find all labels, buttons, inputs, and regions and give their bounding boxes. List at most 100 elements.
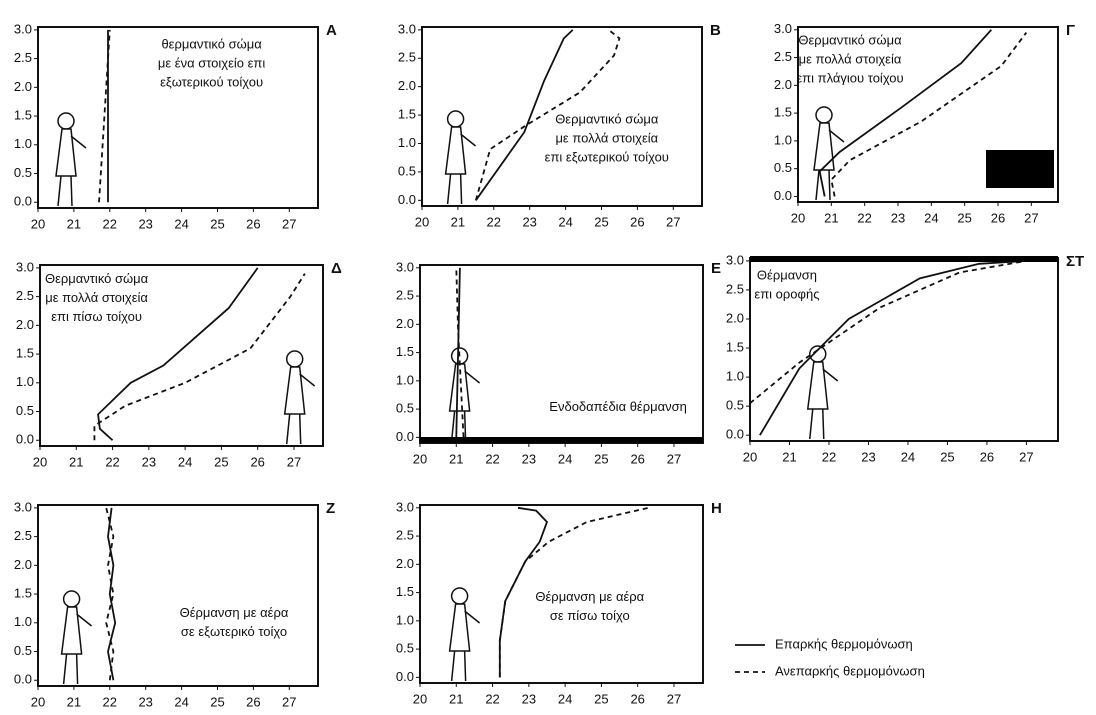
y-tick-label: 0.5 [774,160,792,175]
y-tick-label: 0.0 [396,669,414,684]
panel-label: Α [326,22,337,39]
x-tick-label: 20 [415,214,429,229]
person-head [64,591,80,607]
x-tick-label: 21 [69,454,83,469]
figure: Α 0.0 0.5 1.0 1.5 2.0 2.5 3.0 20 21 22 23 24 25 26 27 θε… [0,0,1096,715]
x-tick-label: 23 [522,214,536,229]
annotation: θερμαντικό σώμα [161,37,262,52]
x-tick-label: 26 [630,691,644,706]
y-tick-label: 3.0 [396,259,414,274]
x-tick-label: 23 [891,210,905,225]
y-tick-label: 1.0 [726,369,744,384]
x-tick-label: 27 [666,214,680,229]
y-tick-label: 2.0 [774,77,792,92]
y-tick-label: 0.0 [726,427,744,442]
x-tick-label: 27 [1019,449,1033,464]
person-body [450,604,480,681]
y-tick-label: 3.0 [14,21,32,36]
y-tick-label: 2.5 [14,528,32,543]
x-tick-label: 26 [630,214,644,229]
x-tick-label: 24 [558,214,572,229]
panel: Γ0.00.51.01.52.02.53.02021222324252627Θε… [774,21,1075,225]
y-tick-label: 1.5 [14,108,32,123]
x-tick-label: 24 [924,210,938,225]
y-tick-label: 2.5 [726,281,744,296]
annotation: Θερμαντικό σώμα [798,32,902,47]
x-tick-label: 21 [824,210,838,225]
x-tick-label: 22 [103,694,117,709]
x-tick-label: 25 [594,451,608,466]
x-tick-label: 25 [957,210,971,225]
y-tick-label: 2.0 [726,310,744,325]
annotation: Ενδοδαπέδια θέρμανση [549,399,687,414]
y-tick-label: 0.5 [726,398,744,413]
y-tick-label: 0.5 [16,403,34,418]
x-tick-label: 23 [522,691,536,706]
annotation: επι πίσω τοίχου [51,309,142,324]
y-tick-label: 3.0 [398,21,416,36]
x-tick-label: 21 [449,691,463,706]
x-tick-label: 22 [103,216,117,231]
x-tick-label: 26 [980,449,994,464]
x-tick-label: 27 [1024,210,1038,225]
y-tick-label: 2.0 [14,557,32,572]
y-tick-label: 1.5 [774,105,792,120]
person-body [808,362,838,439]
annotation: Θέρμανση με αέρα [180,605,289,620]
y-tick-label: 1.0 [398,135,416,150]
panel-label: Ε [711,260,721,277]
annotation: Θέρμανση [757,268,817,283]
x-tick-label: 21 [449,451,463,466]
y-tick-label: 3.0 [726,252,744,267]
annotation: επι πλάγιου τοίχου [796,70,903,85]
person-head [810,346,826,362]
y-tick-label: 0.0 [14,194,32,209]
x-tick-label: 26 [991,210,1005,225]
x-tick-label: 23 [522,451,536,466]
x-tick-label: 20 [31,694,45,709]
x-tick-label: 23 [142,454,156,469]
y-tick-label: 2.0 [16,317,34,332]
y-tick-label: 2.5 [396,528,414,543]
person-head [58,113,74,129]
x-tick-label: 27 [282,694,296,709]
y-tick-label: 3.0 [16,259,34,274]
y-tick-label: 2.0 [396,556,414,571]
x-tick-label: 20 [31,216,45,231]
y-tick-label: 3.0 [14,499,32,514]
x-tick-label: 20 [791,210,805,225]
annotation: με πολλά στοιχεία [799,51,902,66]
annotation: Θερμαντικό σώμα [555,112,659,127]
panel-label: Η [711,500,722,517]
x-tick-label: 27 [667,451,681,466]
y-tick-label: 2.0 [396,316,414,331]
x-tick-label: 22 [485,691,499,706]
x-tick-label: 26 [246,216,260,231]
y-tick-label: 1.5 [396,584,414,599]
x-tick-label: 24 [174,216,188,231]
y-tick-label: 2.5 [774,49,792,64]
panel-label: Β [710,22,721,39]
x-tick-label: 24 [174,694,188,709]
annotation: σε εξωτερικό τοίχο [181,624,287,639]
x-tick-label: 24 [901,449,915,464]
y-tick-label: 0.5 [396,401,414,416]
x-tick-label: 25 [214,454,228,469]
y-tick-label: 1.5 [398,107,416,122]
y-tick-label: 0.5 [14,165,32,180]
x-tick-label: 22 [105,454,119,469]
x-tick-label: 22 [487,214,501,229]
y-tick-label: 0.5 [14,643,32,658]
person-body [62,607,92,684]
x-tick-label: 26 [630,451,644,466]
y-tick-label: 0.5 [396,641,414,656]
x-tick-label: 20 [743,449,757,464]
x-tick-label: 23 [138,694,152,709]
x-tick-label: 27 [282,216,296,231]
y-tick-label: 1.0 [396,612,414,627]
annotation: επι οροφής [754,287,819,302]
x-tick-label: 22 [822,449,836,464]
